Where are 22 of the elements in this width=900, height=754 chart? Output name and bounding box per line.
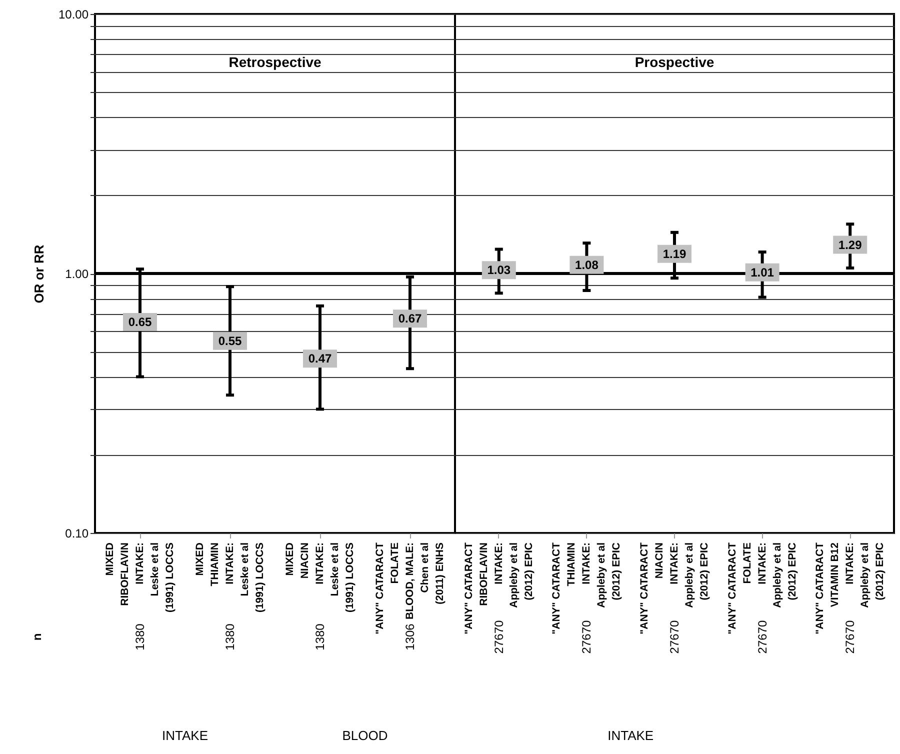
text: 27670 (668, 620, 682, 654)
text: 27670 (492, 620, 506, 654)
text: INTAKE (608, 728, 654, 743)
text: 27670 (755, 620, 770, 654)
text: 27670 (580, 620, 594, 654)
text: INTAKE (162, 728, 208, 743)
y-tick-label: 0.10 (65, 526, 89, 540)
x-tick-label: MIXED THIAMIN INTAKE: Leske et al (1991) LOCCS (194, 542, 266, 613)
text: n (30, 633, 44, 641)
text: 1306 (403, 623, 417, 650)
text: Retrospective (228, 54, 322, 70)
x-tick-label: MIXED RIBOFLAVIN INTAKE: Leske et al (1991) LOCCS (104, 542, 176, 613)
text: 1380 (133, 623, 147, 650)
text: BLOOD (342, 728, 388, 743)
y-axis-title: OR or RR (31, 244, 46, 304)
text: 1380 (313, 623, 327, 650)
y-tick-label: 10.00 (58, 8, 89, 22)
y-tick-label: 1.00 (65, 267, 89, 281)
text: Prospective (634, 54, 714, 70)
x-tick-label: MIXED NIACIN INTAKE: Leske et al (1991) LOCCS (284, 542, 356, 613)
text: 1380 (223, 623, 237, 650)
text: 27670 (843, 620, 858, 654)
